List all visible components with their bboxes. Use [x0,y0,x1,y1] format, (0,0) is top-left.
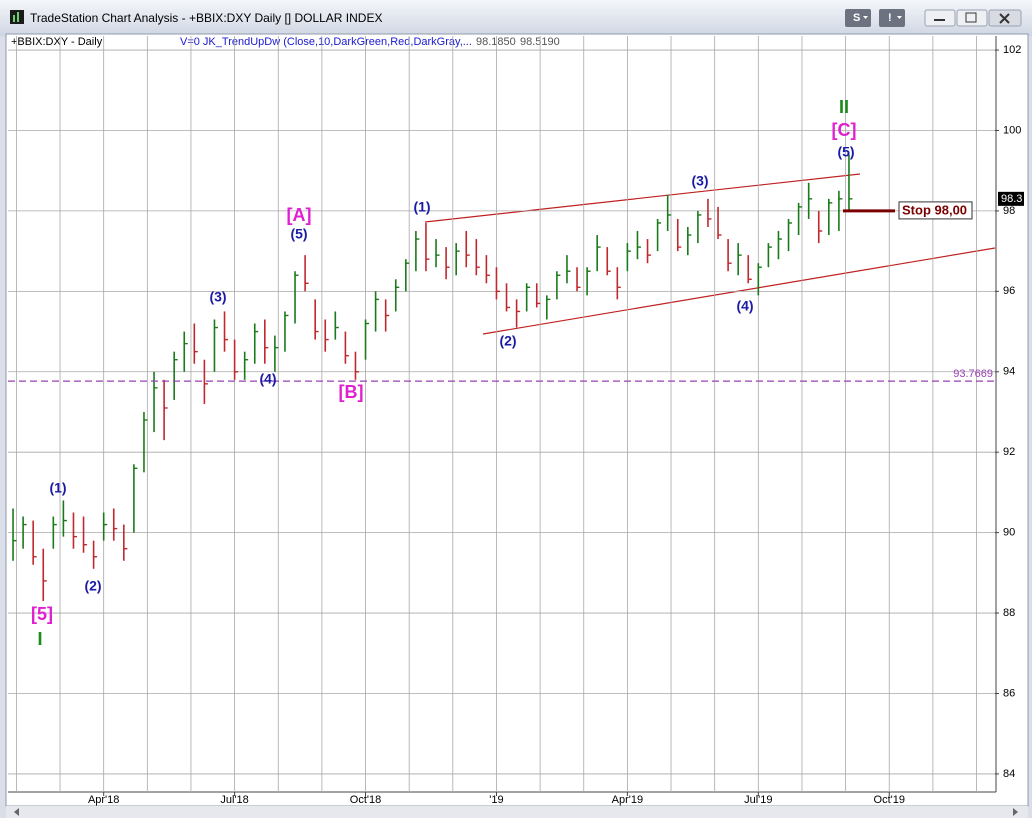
last-price-box [998,191,1024,206]
y-tick-label: 84 [1003,768,1015,780]
s-button-label[interactable]: S [853,12,860,24]
y-tick-label: 86 [1003,687,1015,699]
scrollbar[interactable] [6,806,1028,818]
reference-label: 93.7669 [953,368,993,380]
x-tick-label: Oct'18 [350,794,381,806]
wave-label: (1) [49,480,66,496]
x-tick-label: Jul'18 [220,794,248,806]
y-tick-label: 96 [1003,285,1015,297]
minimize-icon [934,19,945,21]
x-tick-label: Apr'19 [612,794,643,806]
wave-label: (1) [413,199,430,215]
wave-label: (3) [691,173,708,189]
chart-area [5,33,1029,807]
wave-label: (2) [499,333,516,349]
x-tick-label: Apr'18 [88,794,119,806]
maximize-icon [965,12,977,23]
indicator-label: V=0 JK_TrendUpDw (Close,10,DarkGreen,Red… [180,36,472,48]
wave-label: I [37,629,42,649]
close-icon [999,13,1010,24]
wave-label: (5) [837,144,854,160]
x-tick-label: Jul'19 [744,794,772,806]
dropdown-arrow [863,16,868,19]
app-icon-bar [13,15,15,22]
y-tick-label: 102 [1003,44,1021,56]
y-tick-label: 90 [1003,527,1015,539]
wave-label: (5) [290,226,307,242]
wave-label: [5] [31,604,53,624]
wave-label: II [839,97,849,117]
dropdown-arrow [897,16,902,19]
wave-label: (2) [84,578,101,594]
wave-label: [A] [287,205,312,225]
y-tick-label: 98 [1003,205,1015,217]
maximize-button[interactable] [956,9,988,27]
alert-button[interactable] [879,9,905,27]
wave-label: (3) [209,289,226,305]
x-tick-label: '19 [489,794,503,806]
channel-upper [424,173,861,223]
wave-label: [B] [339,382,364,402]
symbol-label: +BBIX:DXY - Daily [11,36,103,48]
indicator-value: 98.1850 [476,36,516,48]
x-tick-label: Oct'19 [874,794,905,806]
y-tick-label: 94 [1003,366,1015,378]
wave-label: (4) [259,371,276,387]
y-tick-label: 100 [1003,124,1021,136]
y-tick-label: 92 [1003,446,1015,458]
wave-label: [C] [832,120,857,140]
alert-button-label[interactable]: ! [888,12,892,24]
app-icon-bar [17,12,19,22]
wave-label: (4) [736,298,753,314]
window-title: TradeStation Chart Analysis - +BBIX:DXY … [30,11,382,25]
stop-box [898,201,973,220]
last-price-label: 98.3 [1001,193,1022,205]
stop-label: Stop 98,00 [902,202,967,217]
s-button[interactable] [845,9,871,27]
minimize-button[interactable] [924,9,956,27]
y-tick-label: 88 [1003,607,1015,619]
